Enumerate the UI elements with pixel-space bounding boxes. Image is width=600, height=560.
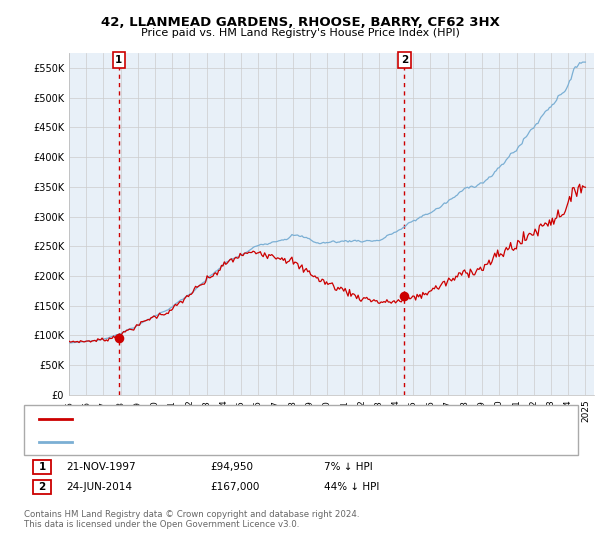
Text: 44% ↓ HPI: 44% ↓ HPI — [324, 482, 379, 492]
Text: 1: 1 — [115, 55, 122, 65]
Point — [114, 334, 124, 343]
Text: 42, LLANMEAD GARDENS, RHOOSE, BARRY, CF62 3HX (detached house): 42, LLANMEAD GARDENS, RHOOSE, BARRY, CF6… — [79, 414, 440, 424]
Text: 2: 2 — [401, 55, 408, 65]
Text: 42, LLANMEAD GARDENS, RHOOSE, BARRY, CF62 3HX: 42, LLANMEAD GARDENS, RHOOSE, BARRY, CF6… — [101, 16, 499, 29]
Text: Contains HM Land Registry data © Crown copyright and database right 2024.
This d: Contains HM Land Registry data © Crown c… — [24, 510, 359, 529]
Text: £167,000: £167,000 — [210, 482, 259, 492]
Text: 2: 2 — [38, 482, 46, 492]
Point — [400, 291, 409, 300]
Text: 21-NOV-1997: 21-NOV-1997 — [66, 462, 136, 472]
Text: £94,950: £94,950 — [210, 462, 253, 472]
Text: 24-JUN-2014: 24-JUN-2014 — [66, 482, 132, 492]
Text: Price paid vs. HM Land Registry's House Price Index (HPI): Price paid vs. HM Land Registry's House … — [140, 28, 460, 38]
Text: 7% ↓ HPI: 7% ↓ HPI — [324, 462, 373, 472]
Text: 1: 1 — [38, 462, 46, 472]
Text: HPI: Average price, detached house, Vale of Glamorgan: HPI: Average price, detached house, Vale… — [79, 437, 356, 447]
